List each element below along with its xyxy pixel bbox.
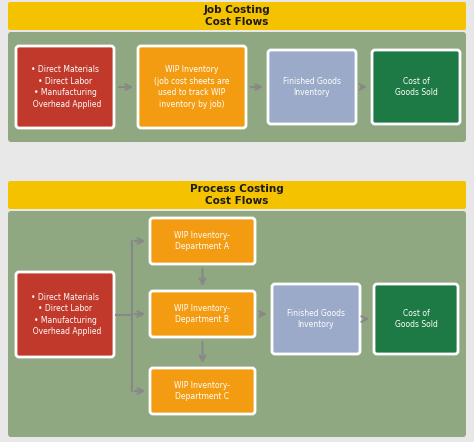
Text: WIP Inventory-
Department A: WIP Inventory- Department A [174,231,230,251]
FancyBboxPatch shape [272,284,360,354]
FancyBboxPatch shape [16,46,114,128]
FancyBboxPatch shape [150,218,255,264]
FancyBboxPatch shape [8,211,466,437]
FancyBboxPatch shape [16,272,114,357]
FancyBboxPatch shape [138,46,246,128]
FancyBboxPatch shape [268,50,356,124]
FancyBboxPatch shape [150,291,255,337]
Text: Process Costing
Cost Flows: Process Costing Cost Flows [190,183,284,206]
FancyBboxPatch shape [8,181,466,209]
Text: Cost of
Goods Sold: Cost of Goods Sold [394,309,438,329]
Text: Finished Goods
Inventory: Finished Goods Inventory [283,77,341,97]
Text: Cost of
Goods Sold: Cost of Goods Sold [394,77,438,97]
Text: WIP Inventory-
Department B: WIP Inventory- Department B [174,304,230,324]
Text: Finished Goods
Inventory: Finished Goods Inventory [287,309,345,329]
FancyBboxPatch shape [372,50,460,124]
Text: WIP Inventory-
Department C: WIP Inventory- Department C [174,381,230,401]
FancyBboxPatch shape [8,2,466,30]
Text: • Direct Materials
• Direct Labor
• Manufacturing
  Overhead Applied: • Direct Materials • Direct Labor • Manu… [28,65,102,109]
FancyBboxPatch shape [150,368,255,414]
Text: • Direct Materials
• Direct Labor
• Manufacturing
  Overhead Applied: • Direct Materials • Direct Labor • Manu… [28,293,102,336]
FancyBboxPatch shape [8,32,466,142]
Text: WIP Inventory
(job cost sheets are
used to track WIP
inventory by job): WIP Inventory (job cost sheets are used … [154,65,230,109]
FancyBboxPatch shape [374,284,458,354]
Text: Job Costing
Cost Flows: Job Costing Cost Flows [204,4,270,27]
